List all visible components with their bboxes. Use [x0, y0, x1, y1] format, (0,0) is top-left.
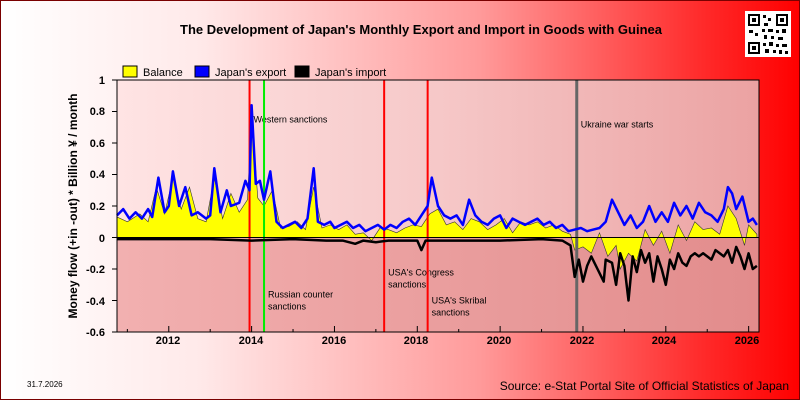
- annotation-label: USA's Skribal sanctions: [432, 296, 487, 318]
- legend-label-export: Japan's export: [215, 67, 286, 79]
- y-axis-label: Money flow (+in -out) * Billion ¥ / mont…: [66, 94, 80, 319]
- y-tick-label: 0.4: [90, 169, 106, 181]
- plot-border: [116, 79, 760, 333]
- legend-swatch-export: [194, 65, 210, 78]
- legend: Balance Japan's export Japan's import: [122, 65, 386, 79]
- annotation-label: Western sanctions: [254, 115, 328, 125]
- x-tick-label: 2018: [404, 335, 428, 347]
- x-tick-label: 2012: [156, 335, 180, 347]
- y-tick-label: 0.8: [90, 106, 105, 118]
- x-tick-label: 2024: [652, 335, 677, 347]
- plot-area-lower: [117, 238, 759, 332]
- date-label: 31.7.2026: [27, 380, 63, 389]
- legend-swatch-import: [294, 65, 310, 78]
- x-tick-label: 2016: [322, 335, 346, 347]
- annotation-label: USA's Congress sanctions: [388, 267, 454, 289]
- series-balance-area: [116, 114, 758, 270]
- legend-swatch-balance: [122, 65, 138, 78]
- legend-label-import: Japan's import: [315, 67, 386, 79]
- y-tick-label: -0.4: [86, 296, 106, 308]
- x-tick-label: 2014: [239, 335, 264, 347]
- x-tick-label: 2022: [570, 335, 594, 347]
- series-import-line: [117, 237, 758, 302]
- annotation-label: Russian counter sanctions: [268, 289, 333, 311]
- series-export-line: [116, 103, 758, 233]
- y-tick-labels: 1 0.8 0.6 0.4 0.2 0 -0.2 -0.4 -0.6: [86, 75, 106, 339]
- y-tick-label: -0.2: [86, 264, 105, 276]
- y-tick-label: 0.6: [90, 138, 105, 150]
- y-tick-label: -0.6: [86, 327, 105, 339]
- source-label: Source: e-Stat Portal Site of Official S…: [499, 379, 789, 393]
- qr-code-icon: [745, 11, 791, 57]
- annotation-label: Ukraine war starts: [581, 119, 654, 129]
- x-tick-labels: 2012 2014 2016 2018 2020 2022 2024 2026: [156, 335, 759, 347]
- y-tick-label: 0.2: [90, 201, 105, 213]
- legend-label-balance: Balance: [143, 67, 183, 79]
- x-tick-label: 2020: [487, 335, 511, 347]
- y-tick-label: 1: [99, 75, 105, 87]
- x-tick-label: 2026: [735, 335, 759, 347]
- chart-title: The Development of Japan's Monthly Expor…: [180, 22, 662, 37]
- y-tick-label: 0: [99, 233, 105, 245]
